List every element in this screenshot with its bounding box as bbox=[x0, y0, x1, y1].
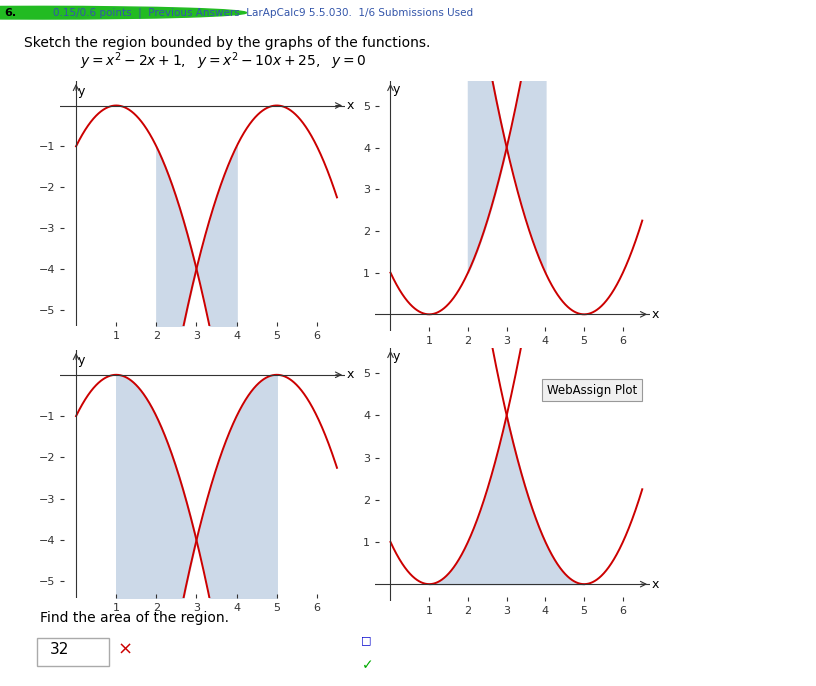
Text: x: x bbox=[347, 99, 354, 112]
Text: Sketch the region bounded by the graphs of the functions.: Sketch the region bounded by the graphs … bbox=[24, 36, 431, 50]
Text: 32: 32 bbox=[50, 642, 69, 657]
Text: y: y bbox=[78, 354, 86, 367]
Text: 0.15/0.6 points  |  Previous Answers  LarApCalc9 5.5.030.  1/6 Submissions Used: 0.15/0.6 points | Previous Answers LarAp… bbox=[53, 8, 473, 18]
Text: ×: × bbox=[118, 641, 133, 659]
Text: y: y bbox=[78, 85, 86, 98]
Text: WebAssign Plot: WebAssign Plot bbox=[547, 383, 637, 397]
Text: y: y bbox=[392, 350, 400, 363]
Text: ✓: ✓ bbox=[361, 659, 373, 672]
Text: Find the area of the region.: Find the area of the region. bbox=[40, 611, 229, 625]
FancyBboxPatch shape bbox=[37, 638, 109, 666]
Text: x: x bbox=[347, 368, 354, 381]
Text: x: x bbox=[652, 308, 659, 321]
Text: y: y bbox=[392, 83, 400, 96]
Text: 6.: 6. bbox=[4, 8, 16, 18]
Text: x: x bbox=[652, 578, 659, 591]
Circle shape bbox=[0, 6, 246, 19]
Text: $y = x^2 - 2x + 1,\ \ y = x^2 - 10x + 25,\ \ y = 0$: $y = x^2 - 2x + 1,\ \ y = x^2 - 10x + 25… bbox=[80, 51, 366, 72]
Text: □: □ bbox=[361, 636, 372, 646]
